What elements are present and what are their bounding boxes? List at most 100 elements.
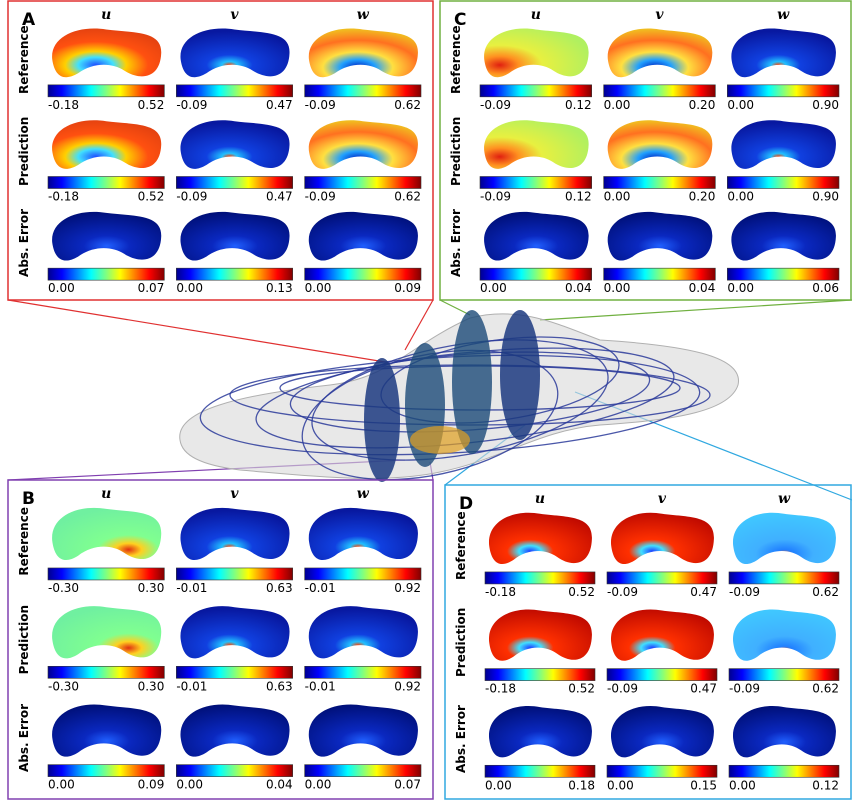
column-header: w — [777, 7, 790, 23]
colorbar-min: -0.01 — [176, 581, 207, 595]
colorbar — [48, 666, 164, 678]
colorbar-min: -0.09 — [305, 190, 336, 204]
field-map — [489, 513, 592, 564]
colorbar-min: -0.09 — [480, 190, 511, 204]
colorbar — [176, 765, 292, 777]
colorbar-max: 0.04 — [689, 281, 716, 295]
colorbar-max: 0.92 — [394, 679, 421, 693]
panel-label: B — [22, 489, 35, 509]
column-header: u — [535, 491, 545, 507]
colorbar-min: -0.30 — [48, 581, 79, 595]
panel-label: D — [459, 494, 473, 514]
colorbar — [305, 268, 421, 280]
colorbar-max: 0.62 — [812, 585, 839, 599]
colorbar-min: -0.18 — [48, 98, 79, 112]
row-label: Abs. Error — [449, 209, 463, 277]
colorbar-min: 0.00 — [48, 281, 75, 295]
colorbar — [607, 572, 717, 584]
colorbar — [729, 669, 839, 681]
colorbar-min: 0.00 — [727, 190, 754, 204]
colorbar-max: 0.04 — [266, 778, 293, 792]
colorbar — [176, 666, 292, 678]
colorbar — [485, 572, 595, 584]
colorbar-min: 0.00 — [305, 778, 332, 792]
colorbar — [48, 765, 164, 777]
colorbar — [480, 268, 592, 280]
colorbar-max: 0.12 — [812, 778, 839, 792]
field-map — [611, 706, 714, 757]
colorbar — [485, 669, 595, 681]
colorbar-max: 0.09 — [138, 778, 165, 792]
column-header: v — [658, 491, 667, 507]
hot-spot — [410, 426, 470, 454]
field-map — [608, 212, 713, 261]
flow-render — [180, 310, 739, 501]
colorbar — [176, 568, 292, 580]
colorbar-min: 0.00 — [607, 778, 634, 792]
colorbar — [727, 177, 839, 189]
connector — [540, 300, 852, 320]
colorbar-min: -0.01 — [176, 679, 207, 693]
colorbar — [607, 765, 717, 777]
field-map — [611, 513, 714, 564]
connector — [8, 300, 385, 362]
colorbar — [729, 572, 839, 584]
colorbar-min: 0.00 — [305, 281, 332, 295]
colorbar-min: 0.00 — [48, 778, 75, 792]
colorbar — [176, 85, 292, 97]
row-label: Prediction — [17, 605, 31, 674]
column-header: v — [655, 7, 664, 23]
colorbar-min: -0.09 — [176, 98, 207, 112]
field-map — [309, 212, 418, 261]
colorbar-max: 0.52 — [138, 190, 165, 204]
row-label: Reference — [17, 25, 31, 94]
colorbar-min: -0.09 — [305, 98, 336, 112]
column-header: u — [101, 7, 111, 23]
colorbar — [48, 568, 164, 580]
colorbar-min: 0.00 — [480, 281, 507, 295]
colorbar-min: -0.01 — [305, 679, 336, 693]
colorbar-min: -0.09 — [607, 585, 638, 599]
panel: AuvwReference-0.180.52-0.090.47-0.090.62… — [8, 1, 433, 300]
colorbar — [48, 85, 164, 97]
colorbar — [305, 177, 421, 189]
colorbar — [729, 765, 839, 777]
field-map — [52, 212, 161, 261]
field-map — [180, 704, 289, 756]
column-header: v — [230, 7, 239, 23]
colorbar-max: 0.09 — [394, 281, 421, 295]
row-label: Reference — [17, 507, 31, 576]
field-map — [309, 508, 418, 560]
column-header: v — [230, 486, 239, 502]
colorbar-min: 0.00 — [727, 98, 754, 112]
field-map — [52, 704, 161, 756]
field-map — [731, 212, 836, 261]
field-map — [733, 706, 836, 757]
field-map — [180, 29, 289, 78]
colorbar-max: 0.62 — [394, 98, 421, 112]
colorbar-max: 0.30 — [138, 581, 165, 595]
field-map — [180, 508, 289, 560]
field-map — [608, 29, 713, 78]
colorbar-max: 0.90 — [812, 190, 839, 204]
field-map — [484, 120, 589, 169]
colorbar — [480, 177, 592, 189]
colorbar — [485, 765, 595, 777]
row-label: Abs. Error — [17, 704, 31, 772]
colorbar-max: 0.20 — [689, 190, 716, 204]
colorbar-min: -0.18 — [485, 585, 516, 599]
colorbar-max: 0.47 — [266, 190, 293, 204]
row-label: Prediction — [449, 117, 463, 186]
field-map — [180, 120, 289, 169]
slice — [364, 358, 400, 482]
panel: CuvwReference-0.090.120.000.200.000.90Pr… — [440, 1, 851, 300]
colorbar — [176, 177, 292, 189]
colorbar-min: -0.09 — [480, 98, 511, 112]
colorbar-max: 0.62 — [394, 190, 421, 204]
connector — [440, 300, 470, 315]
colorbar-max: 0.06 — [812, 281, 839, 295]
colorbar-min: 0.00 — [729, 778, 756, 792]
column-header: u — [531, 7, 541, 23]
field-map — [180, 212, 289, 261]
colorbar — [176, 268, 292, 280]
